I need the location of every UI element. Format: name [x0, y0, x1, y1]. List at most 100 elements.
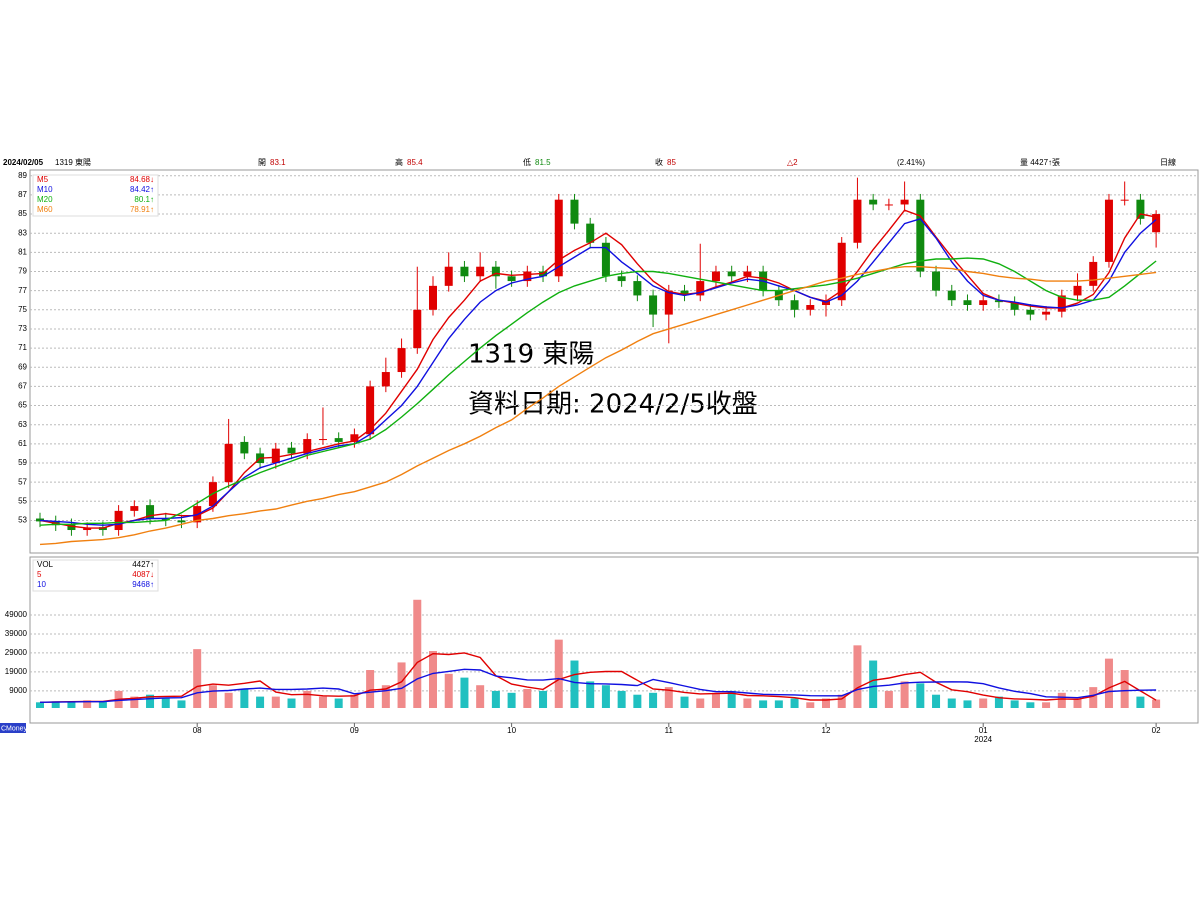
- candle-body: [491, 266, 500, 277]
- ma-line: [39, 257, 1157, 526]
- volume-bar: [633, 694, 642, 708]
- candle-body: [318, 439, 327, 441]
- candle-body: [114, 510, 123, 531]
- candle-body: [806, 305, 815, 310]
- volume-bar: [664, 687, 673, 708]
- volume-bar: [617, 690, 626, 708]
- header-item: 收: [655, 157, 663, 167]
- candle-body: [994, 300, 1003, 303]
- candle-body: [224, 443, 233, 483]
- y-tick-label: 87: [18, 190, 27, 199]
- candle-body: [240, 441, 249, 454]
- y-tick-label: 69: [18, 362, 27, 371]
- header-item: 85: [667, 158, 676, 167]
- volume-bar: [916, 683, 925, 708]
- volume-bar: [1136, 696, 1145, 708]
- y-tick-label: 77: [18, 286, 27, 295]
- volume-bar: [680, 696, 689, 708]
- volume-panel: [29, 556, 1199, 724]
- x-tick-label: 12: [822, 726, 831, 735]
- volume-bar: [240, 689, 249, 708]
- y-tick-label: 9000: [9, 686, 27, 695]
- volume-bar: [837, 694, 846, 708]
- year-label: 2024: [974, 735, 992, 744]
- volume-bar: [397, 662, 406, 708]
- volume-bar: [869, 660, 878, 708]
- candle-body: [161, 518, 170, 521]
- candle-body: [696, 281, 705, 296]
- y-tick-label: 61: [18, 439, 27, 448]
- volume-bar: [256, 696, 265, 708]
- candle-body: [1104, 199, 1113, 262]
- volume-bar: [350, 694, 359, 708]
- candle-body: [916, 199, 925, 272]
- x-tick-label: 11: [665, 726, 674, 735]
- volume-bar: [1042, 702, 1051, 708]
- header-item: 高: [395, 157, 403, 167]
- watermark: CMoney: [1, 725, 28, 732]
- candle-body: [554, 199, 563, 277]
- volume-bar: [476, 685, 485, 708]
- y-tick-label: 29000: [5, 648, 28, 657]
- candle-body: [334, 438, 343, 442]
- candle-body: [1057, 295, 1066, 312]
- candle-body: [350, 434, 359, 442]
- candle-body: [743, 271, 752, 277]
- candle-body: [83, 528, 92, 531]
- volume-bar: [790, 698, 799, 708]
- volume-bar: [146, 694, 155, 708]
- candle-body: [790, 300, 799, 310]
- legend-value: 4427↑: [132, 560, 154, 569]
- watermark-bg: [0, 723, 26, 733]
- candle-body: [1042, 311, 1051, 315]
- volume-bar: [1104, 658, 1113, 708]
- candle-body: [444, 266, 453, 286]
- volume-bar: [444, 673, 453, 708]
- legend-value: 9468↑: [132, 580, 154, 589]
- candle-body: [460, 266, 469, 277]
- candle-body: [900, 199, 909, 205]
- volume-bar: [1089, 687, 1098, 708]
- y-tick-label: 73: [18, 324, 27, 333]
- legend-name: VOL: [37, 560, 54, 569]
- legend-value: 4087↓: [132, 570, 154, 579]
- volume-bar: [523, 689, 532, 708]
- header-item: △2: [787, 158, 798, 167]
- legend-name: 5: [37, 570, 42, 579]
- volume-bar: [366, 670, 375, 708]
- volume-bar: [774, 700, 783, 708]
- volume-bar: [711, 692, 720, 708]
- header-item: 1319 東陽: [55, 157, 91, 167]
- x-tick-label: 02: [1152, 726, 1161, 735]
- volume-bar: [51, 701, 60, 708]
- volume-bar: [491, 690, 500, 708]
- volume-bar: [539, 690, 548, 708]
- ma-line: [39, 217, 1157, 526]
- header-item: 81.5: [535, 158, 551, 167]
- candle-body: [947, 290, 956, 301]
- volume-bar: [98, 701, 107, 708]
- candle-body: [979, 300, 988, 306]
- x-tick-label: 09: [350, 726, 359, 735]
- volume-bar: [586, 681, 595, 708]
- candle-body: [381, 372, 390, 387]
- ma-line: [39, 209, 1157, 529]
- candle-body: [476, 266, 485, 277]
- volume-bar: [1152, 699, 1161, 708]
- candle-body: [429, 285, 437, 310]
- volume-bar: [1026, 702, 1035, 708]
- candle-body: [884, 204, 893, 206]
- volume-bar: [83, 700, 92, 708]
- volume-bar: [193, 649, 202, 708]
- volume-bar: [271, 696, 280, 708]
- legend-value: 84.68↓: [130, 175, 154, 184]
- candle-body: [1152, 214, 1161, 233]
- header-item: 2024/02/05: [3, 158, 44, 167]
- candle-body: [837, 242, 846, 301]
- candle-body: [36, 518, 44, 522]
- candle-body: [649, 295, 658, 315]
- volume-bar: [649, 692, 658, 708]
- ma-line: [39, 652, 1157, 703]
- volume-bar: [979, 698, 988, 708]
